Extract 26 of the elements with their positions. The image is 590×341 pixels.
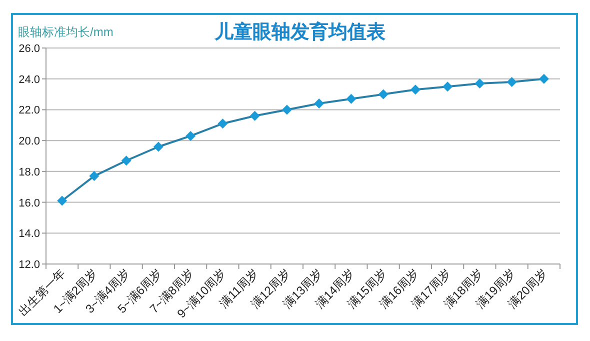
point bbox=[153, 142, 164, 152]
point bbox=[442, 82, 453, 92]
y-tick-label: 24.0 bbox=[18, 74, 40, 86]
point bbox=[282, 104, 292, 115]
point bbox=[410, 84, 420, 95]
y-tick-label: 26.0 bbox=[18, 43, 40, 55]
point bbox=[121, 156, 132, 166]
y-tick-label: 22.0 bbox=[18, 104, 40, 117]
y-tick-label: 20.0 bbox=[18, 136, 40, 148]
point bbox=[474, 78, 485, 88]
y-axis-title: 眼轴标准均长/mm bbox=[18, 25, 114, 39]
point bbox=[218, 118, 228, 129]
y-tick-label: 18.0 bbox=[18, 166, 40, 178]
point bbox=[186, 130, 196, 141]
y-tick-label: 14.0 bbox=[18, 228, 40, 240]
point bbox=[250, 110, 260, 121]
point bbox=[346, 94, 356, 104]
point bbox=[506, 76, 517, 87]
point bbox=[538, 74, 549, 84]
point bbox=[57, 196, 68, 206]
chart-title: 儿童眼轴发育均值表 bbox=[214, 21, 386, 43]
y-tick-label: 16.0 bbox=[18, 197, 40, 210]
point bbox=[89, 171, 100, 182]
y-tick-label: 12.0 bbox=[18, 259, 40, 271]
point bbox=[378, 89, 388, 100]
point bbox=[314, 98, 324, 109]
